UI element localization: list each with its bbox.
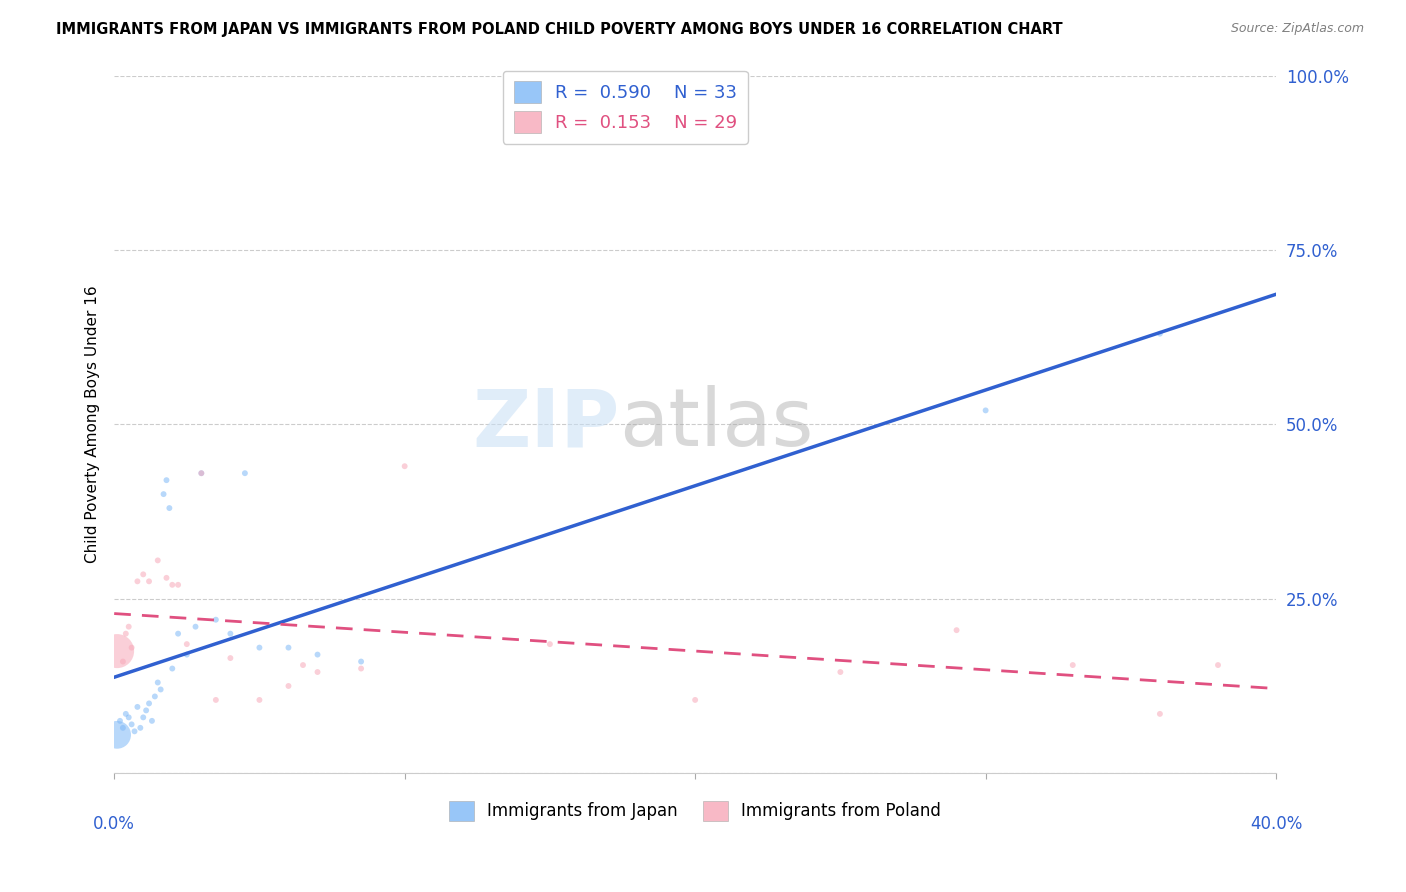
Point — [292, 658, 315, 673]
Point — [830, 665, 852, 679]
Point — [307, 665, 329, 679]
Point — [683, 693, 706, 707]
Point — [111, 655, 134, 669]
Point — [132, 567, 155, 582]
Point — [190, 466, 212, 480]
Point — [146, 553, 169, 567]
Point — [167, 626, 190, 640]
Text: 40.0%: 40.0% — [1250, 815, 1302, 833]
Point — [219, 651, 242, 665]
Point — [1149, 706, 1171, 721]
Point — [146, 675, 169, 690]
Point — [111, 721, 134, 735]
Point — [118, 620, 141, 634]
Point — [121, 717, 143, 731]
Point — [162, 661, 184, 675]
Point — [277, 640, 299, 655]
Point — [307, 648, 329, 662]
Text: atlas: atlas — [620, 385, 814, 463]
Point — [138, 697, 160, 711]
Legend: Immigrants from Japan, Immigrants from Poland: Immigrants from Japan, Immigrants from P… — [443, 794, 948, 828]
Point — [176, 648, 198, 662]
Point — [1149, 326, 1171, 341]
Point — [129, 721, 152, 735]
Point — [350, 655, 373, 669]
Point — [149, 682, 172, 697]
Point — [132, 710, 155, 724]
Point — [108, 714, 131, 728]
Point — [114, 626, 136, 640]
Text: ZIP: ZIP — [472, 385, 620, 463]
Point — [167, 578, 190, 592]
Point — [155, 473, 177, 487]
Point — [114, 706, 136, 721]
Point — [249, 693, 271, 707]
Point — [143, 690, 166, 704]
Point — [219, 626, 242, 640]
Point — [105, 728, 128, 742]
Point — [945, 623, 967, 637]
Y-axis label: Child Poverty Among Boys Under 16: Child Poverty Among Boys Under 16 — [86, 285, 100, 563]
Text: Source: ZipAtlas.com: Source: ZipAtlas.com — [1230, 22, 1364, 36]
Point — [394, 459, 416, 474]
Point — [127, 700, 149, 714]
Point — [205, 613, 228, 627]
Point — [162, 578, 184, 592]
Point — [155, 571, 177, 585]
Point — [118, 710, 141, 724]
Point — [138, 574, 160, 589]
Point — [1206, 658, 1229, 673]
Point — [538, 637, 561, 651]
Point — [205, 693, 228, 707]
Point — [249, 640, 271, 655]
Point — [135, 703, 157, 717]
Point — [277, 679, 299, 693]
Point — [157, 501, 180, 516]
Point — [124, 724, 146, 739]
Point — [176, 637, 198, 651]
Text: 0.0%: 0.0% — [93, 815, 135, 833]
Text: IMMIGRANTS FROM JAPAN VS IMMIGRANTS FROM POLAND CHILD POVERTY AMONG BOYS UNDER 1: IMMIGRANTS FROM JAPAN VS IMMIGRANTS FROM… — [56, 22, 1063, 37]
Point — [233, 466, 256, 480]
Point — [152, 487, 174, 501]
Point — [141, 714, 163, 728]
Point — [105, 644, 128, 658]
Point — [350, 661, 373, 675]
Point — [121, 640, 143, 655]
Point — [1062, 658, 1084, 673]
Point — [184, 620, 207, 634]
Point — [127, 574, 149, 589]
Point — [190, 466, 212, 480]
Point — [974, 403, 997, 417]
